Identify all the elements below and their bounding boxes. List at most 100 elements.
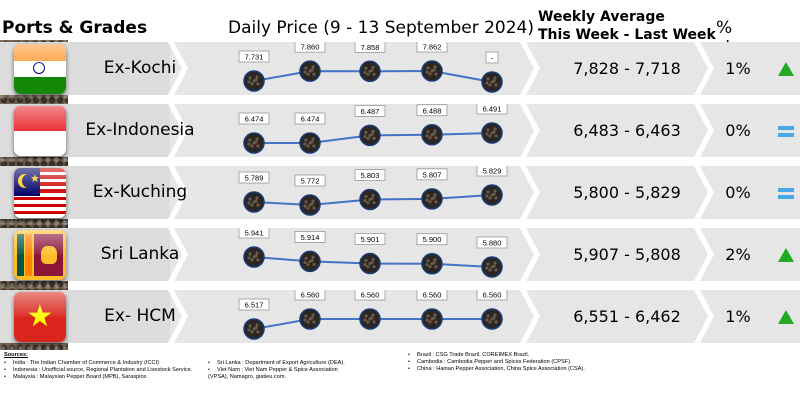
header-weekly-average: Weekly Average This Week - Last Week	[538, 8, 716, 44]
sources-column-1: India : The Indian Chamber of Commerce &…	[4, 360, 192, 382]
source-indonesia: Indonesia : Unofficial source, Regional …	[4, 367, 192, 374]
data-label: 5.901	[361, 235, 380, 244]
data-label: 5.880	[483, 239, 502, 248]
chevron-divider-icon	[694, 166, 714, 219]
chevron-divider-icon	[694, 228, 714, 281]
data-point	[299, 250, 321, 273]
weekly-average: 5,907 - 5,808	[573, 245, 681, 264]
chakra-icon	[33, 62, 45, 74]
source-china: China : Hainan Pepper Association, China…	[408, 366, 585, 373]
price-row: Sri Lanka 5,907 - 5,808 2% 5.941 5.914 5.9…	[0, 228, 800, 281]
data-point	[481, 71, 503, 93]
data-label-box	[354, 42, 386, 53]
source-cambodia: Cambodia : Cambodia Pepper and Spices Fe…	[408, 359, 585, 366]
data-label: 6.560	[483, 291, 502, 300]
sources-column-3: Brazil : CSG Trade Brazil, COREIMEX Braz…	[408, 352, 585, 374]
data-label-box	[416, 168, 448, 181]
data-label-box	[354, 290, 386, 301]
chevron-divider-icon	[694, 290, 714, 343]
crescent-icon	[18, 174, 32, 188]
data-label: -	[491, 54, 494, 63]
chevron-divider-icon	[520, 290, 540, 343]
data-point	[359, 188, 381, 211]
up-arrow-icon	[776, 60, 796, 78]
header-daily-price: Daily Price (9 - 13 September 2024)	[228, 18, 534, 38]
data-label: 6.474	[245, 115, 264, 124]
flag-icon: ★	[14, 168, 66, 218]
data-label: 6.560	[301, 291, 320, 300]
flag-icon	[14, 230, 66, 280]
data-label: 5.789	[245, 174, 264, 183]
price-row: Ex-Indonesia 6,483 - 6,463 0% 6.474 6.474…	[0, 104, 800, 157]
data-label: 6.487	[361, 107, 380, 116]
chevron-divider-icon	[520, 228, 540, 281]
data-label: 6.560	[361, 291, 380, 300]
data-label-box	[416, 42, 448, 53]
chevron-divider-icon	[168, 42, 188, 95]
data-label-box	[476, 236, 508, 249]
header-ports: Ports & Grades	[2, 18, 148, 38]
data-point	[299, 194, 321, 216]
data-label: 6.517	[245, 301, 264, 310]
data-point	[359, 308, 381, 330]
data-label-box	[238, 112, 270, 125]
equal-icon	[776, 184, 796, 202]
data-label-box	[476, 166, 508, 177]
data-label-box	[354, 105, 386, 117]
flag-icon	[14, 44, 66, 94]
chevron-divider-icon	[520, 42, 540, 95]
data-point	[421, 308, 443, 330]
data-label: 6.474	[301, 115, 320, 124]
weekly-average: 6,483 - 6,463	[573, 121, 681, 140]
source-malaysia: Malaysia : Malaysian Pepper Board (MPB),…	[4, 374, 192, 381]
data-point	[481, 308, 503, 330]
weekly-average: 7,828 - 7,718	[573, 59, 681, 78]
chevron-divider-icon	[168, 290, 188, 343]
data-label: 7.862	[423, 43, 442, 52]
data-label-box	[476, 290, 508, 301]
data-point	[421, 252, 443, 275]
data-label: 7.860	[301, 43, 320, 52]
flag-icon	[14, 106, 66, 156]
port-name: Sri Lanka	[100, 244, 180, 264]
source-india: India : The Indian Chamber of Commerce &…	[4, 360, 192, 367]
chevron-divider-icon	[694, 104, 714, 157]
data-label: 5.829	[483, 167, 502, 176]
lion-icon	[41, 246, 57, 264]
data-point	[359, 60, 381, 83]
data-label-box	[294, 174, 326, 187]
data-point	[243, 70, 265, 92]
header-weekly-line2: This Week - Last Week	[538, 27, 716, 43]
price-row: ★ Ex- HCM 6,551 - 6,462 1% 6.517 6.560 6.5…	[0, 290, 800, 343]
data-point	[299, 132, 321, 154]
chevron-divider-icon	[168, 166, 188, 219]
data-label: 5.914	[301, 233, 320, 242]
flag-icon: ★	[14, 292, 66, 342]
source-brazil: Brazil : CSG Trade Brazil, COREIMEX Braz…	[408, 352, 585, 359]
data-point	[421, 188, 443, 210]
data-label: 5.900	[423, 235, 442, 244]
data-point	[243, 318, 265, 340]
percent-change: 0%	[725, 121, 751, 140]
data-point	[243, 191, 265, 213]
data-label: 5.941	[245, 229, 264, 238]
data-point	[481, 184, 503, 206]
port-name: Ex-Kochi	[103, 58, 177, 78]
data-label: 5.807	[423, 170, 442, 179]
data-label-box	[354, 169, 386, 181]
chevron-divider-icon	[694, 42, 714, 95]
data-label-box	[238, 228, 270, 239]
data-label: 5.803	[361, 171, 380, 180]
data-point	[299, 60, 321, 82]
price-row: Ex-Kochi 7,828 - 7,718 1% 7.731 7.860 7.85…	[0, 42, 800, 95]
data-label-box	[294, 231, 326, 243]
source-vietnam: Viet Nam : Viet Nam Pepper & Spice Assoc…	[208, 367, 358, 381]
chevron-divider-icon	[168, 104, 188, 157]
data-label: 7.731	[245, 53, 264, 62]
star-icon: ★	[26, 300, 54, 333]
data-label-box	[416, 233, 448, 246]
sources-column-2: Sri Lanka : Department of Export Agricul…	[208, 360, 358, 382]
sources-title: Sources:	[4, 352, 28, 358]
data-label: 7.858	[361, 43, 380, 52]
data-label-box	[485, 51, 499, 64]
